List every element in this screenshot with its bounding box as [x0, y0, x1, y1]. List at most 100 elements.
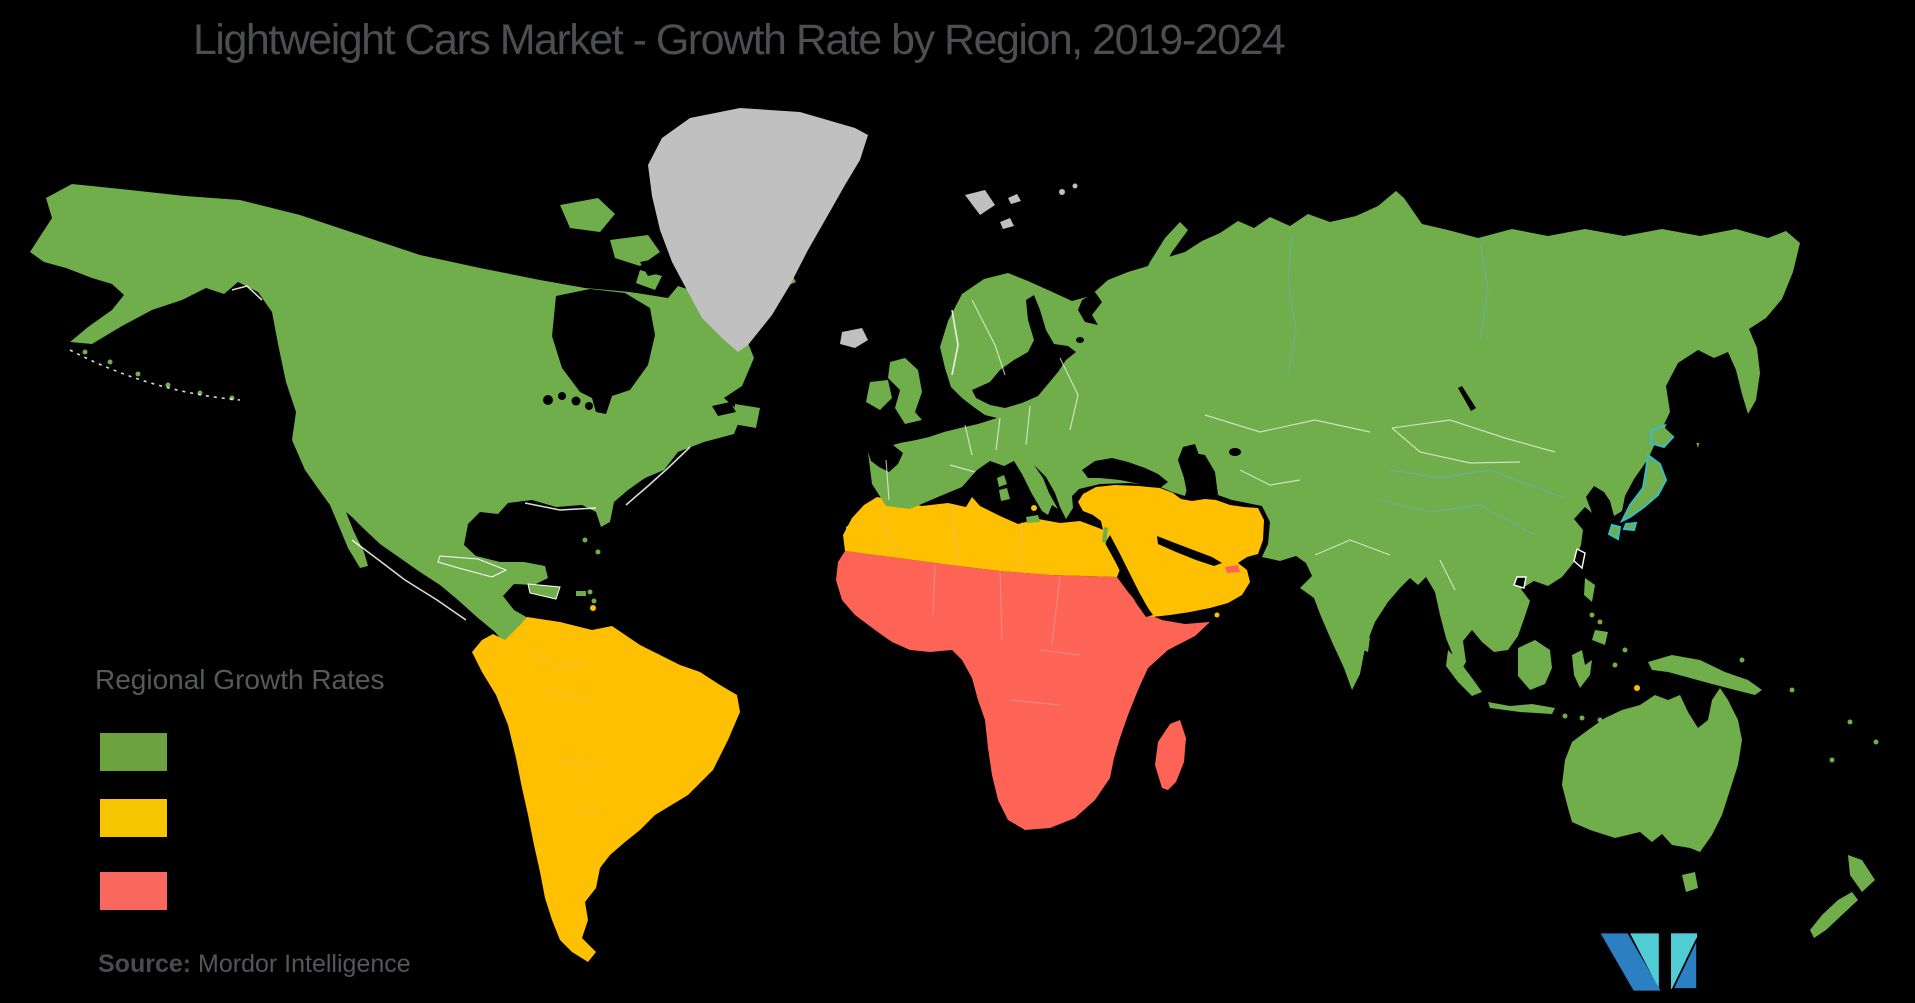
region-south-america	[472, 617, 740, 962]
newfoundland	[733, 404, 760, 428]
vanuatu	[1847, 719, 1853, 725]
borneo	[1518, 640, 1552, 690]
lake-ladoga	[1076, 337, 1084, 343]
region-sub-saharan-africa	[836, 551, 1210, 830]
luzon	[1584, 578, 1595, 602]
continent-oceania	[1562, 688, 1875, 938]
hispaniola	[527, 583, 561, 600]
lake-baikal	[1458, 386, 1476, 411]
river-lena	[1479, 241, 1489, 341]
foxe-basin	[640, 258, 665, 276]
coast-detail-norway	[951, 309, 959, 376]
coast-detail-bc	[231, 285, 263, 301]
gulf-st-lawrence	[712, 402, 736, 416]
lesser-sunda-1	[1562, 713, 1568, 719]
persian-gulf	[1157, 536, 1222, 566]
great-lakes	[543, 392, 604, 410]
lesser-sunda-2	[1579, 715, 1585, 721]
legend-swatch-medium	[100, 799, 167, 837]
river-yangtze	[1379, 499, 1536, 536]
kyushu	[1607, 523, 1622, 541]
river-yellow	[1389, 469, 1566, 499]
nz-south-island	[1810, 892, 1858, 938]
cyprus	[1091, 509, 1097, 515]
southeast-asia-islands	[1446, 578, 1879, 763]
franz-josef-2	[1072, 183, 1078, 189]
israel-sliver	[1102, 527, 1108, 544]
source-label: Source:	[98, 950, 192, 978]
honshu	[1619, 453, 1668, 524]
region-europe-asia	[868, 191, 1800, 690]
socotra	[1214, 612, 1220, 618]
antilles-1	[587, 589, 593, 595]
legend-swatch-high	[100, 733, 167, 771]
bismarck	[1739, 657, 1745, 663]
sicily	[1026, 515, 1040, 523]
source-attribution: Source: Mordor Intelligence	[98, 950, 411, 979]
visayas-2	[1597, 619, 1603, 625]
europe-borders	[885, 299, 1079, 501]
new-caledonia	[1829, 757, 1835, 763]
aleutian-islands	[69, 349, 241, 401]
timor-speck	[1634, 685, 1640, 691]
trinidad	[590, 605, 596, 611]
sa-borders	[531, 651, 601, 816]
sri-lanka	[1358, 630, 1370, 652]
sumatra	[1446, 650, 1482, 696]
bahamas-2	[595, 549, 601, 555]
baltic-sea	[972, 295, 1076, 408]
region-iceland	[840, 328, 868, 348]
tasmania	[1682, 872, 1698, 892]
hudson-bay	[552, 289, 655, 414]
sea-of-okhotsk	[1665, 358, 1742, 443]
continent-eurasia	[866, 191, 1879, 763]
coast-detail-gulf	[524, 502, 597, 511]
visayas-1	[1589, 612, 1595, 618]
region-middle-east	[1031, 485, 1264, 618]
canary-2	[854, 530, 858, 534]
asia-borders	[1204, 414, 1556, 591]
coast-detail-us-east	[625, 446, 691, 506]
bahamas	[582, 537, 588, 543]
novaya-zemlya	[1136, 222, 1188, 298]
black-sea	[1082, 458, 1168, 488]
franz-josef	[1059, 189, 1065, 195]
fiji	[1873, 739, 1879, 745]
river-ob	[1287, 234, 1297, 376]
logo-m-blue-band	[1600, 933, 1661, 991]
source-value: Mordor Intelligence	[198, 950, 411, 978]
ireland	[866, 380, 892, 410]
region-svalbard	[965, 190, 1021, 229]
shikoku	[1622, 521, 1638, 532]
canary-1	[846, 526, 850, 530]
hainan	[1513, 576, 1527, 589]
coast-detail-mexico	[351, 539, 467, 621]
moluccas-2	[1622, 647, 1628, 653]
moluccas-1	[1612, 662, 1618, 668]
region-greenland	[648, 108, 868, 352]
region-australia	[1562, 688, 1742, 852]
cuba	[437, 555, 508, 578]
uae-speck	[1225, 565, 1240, 573]
region-north-africa	[843, 497, 1124, 577]
mindanao	[1592, 630, 1608, 645]
antilles-2	[591, 598, 597, 604]
legend-swatch-low	[100, 872, 167, 910]
aral-sea	[1229, 448, 1241, 456]
africa-borders	[879, 503, 1081, 706]
crete	[1031, 505, 1037, 511]
page-title: Lightweight Cars Market - Growth Rate by…	[193, 16, 1286, 64]
new-guinea	[1648, 655, 1762, 695]
jamaica	[490, 590, 504, 599]
nz-north-island	[1848, 855, 1875, 892]
java	[1488, 702, 1555, 714]
mordor-intelligence-logo	[1600, 933, 1698, 991]
sulawesi	[1572, 650, 1592, 688]
logo-m-teal-triangle	[1630, 933, 1659, 989]
logo-i-blue-triangle	[1671, 938, 1698, 990]
sinai	[1108, 531, 1120, 549]
great-britain	[888, 358, 922, 424]
taiwan	[1573, 547, 1586, 570]
